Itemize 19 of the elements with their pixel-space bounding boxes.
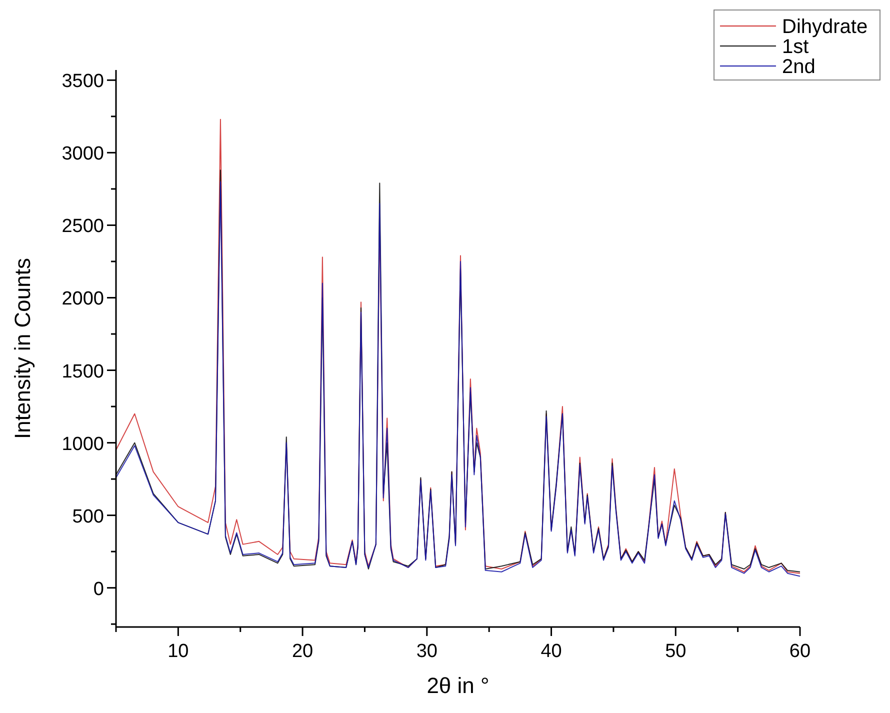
y-tick-label: 1500 — [62, 361, 104, 382]
legend-label: Dihydrate — [782, 16, 868, 38]
x-tick-label: 50 — [665, 641, 686, 662]
x-tick-label: 20 — [292, 641, 314, 662]
x-tick-label: 30 — [416, 641, 438, 662]
y-tick-label: 500 — [72, 506, 104, 528]
y-axis-title: Intensity in Counts — [10, 258, 35, 439]
x-tick-label: 40 — [540, 641, 562, 662]
legend-label: 2nd — [782, 56, 816, 78]
y-tick-label: 2000 — [62, 288, 104, 310]
y-tick-label: 0 — [93, 578, 104, 600]
legend-label: 1st — [782, 36, 810, 58]
y-tick-label: 1000 — [62, 434, 104, 455]
y-tick-label: 2500 — [62, 216, 104, 238]
x-tick-label: 60 — [789, 641, 811, 662]
x-tick-label: 10 — [168, 641, 189, 662]
x-axis-title: 2θ in ° — [426, 673, 490, 698]
y-tick-label: 3000 — [62, 144, 104, 165]
y-tick-label: 3500 — [62, 71, 104, 92]
